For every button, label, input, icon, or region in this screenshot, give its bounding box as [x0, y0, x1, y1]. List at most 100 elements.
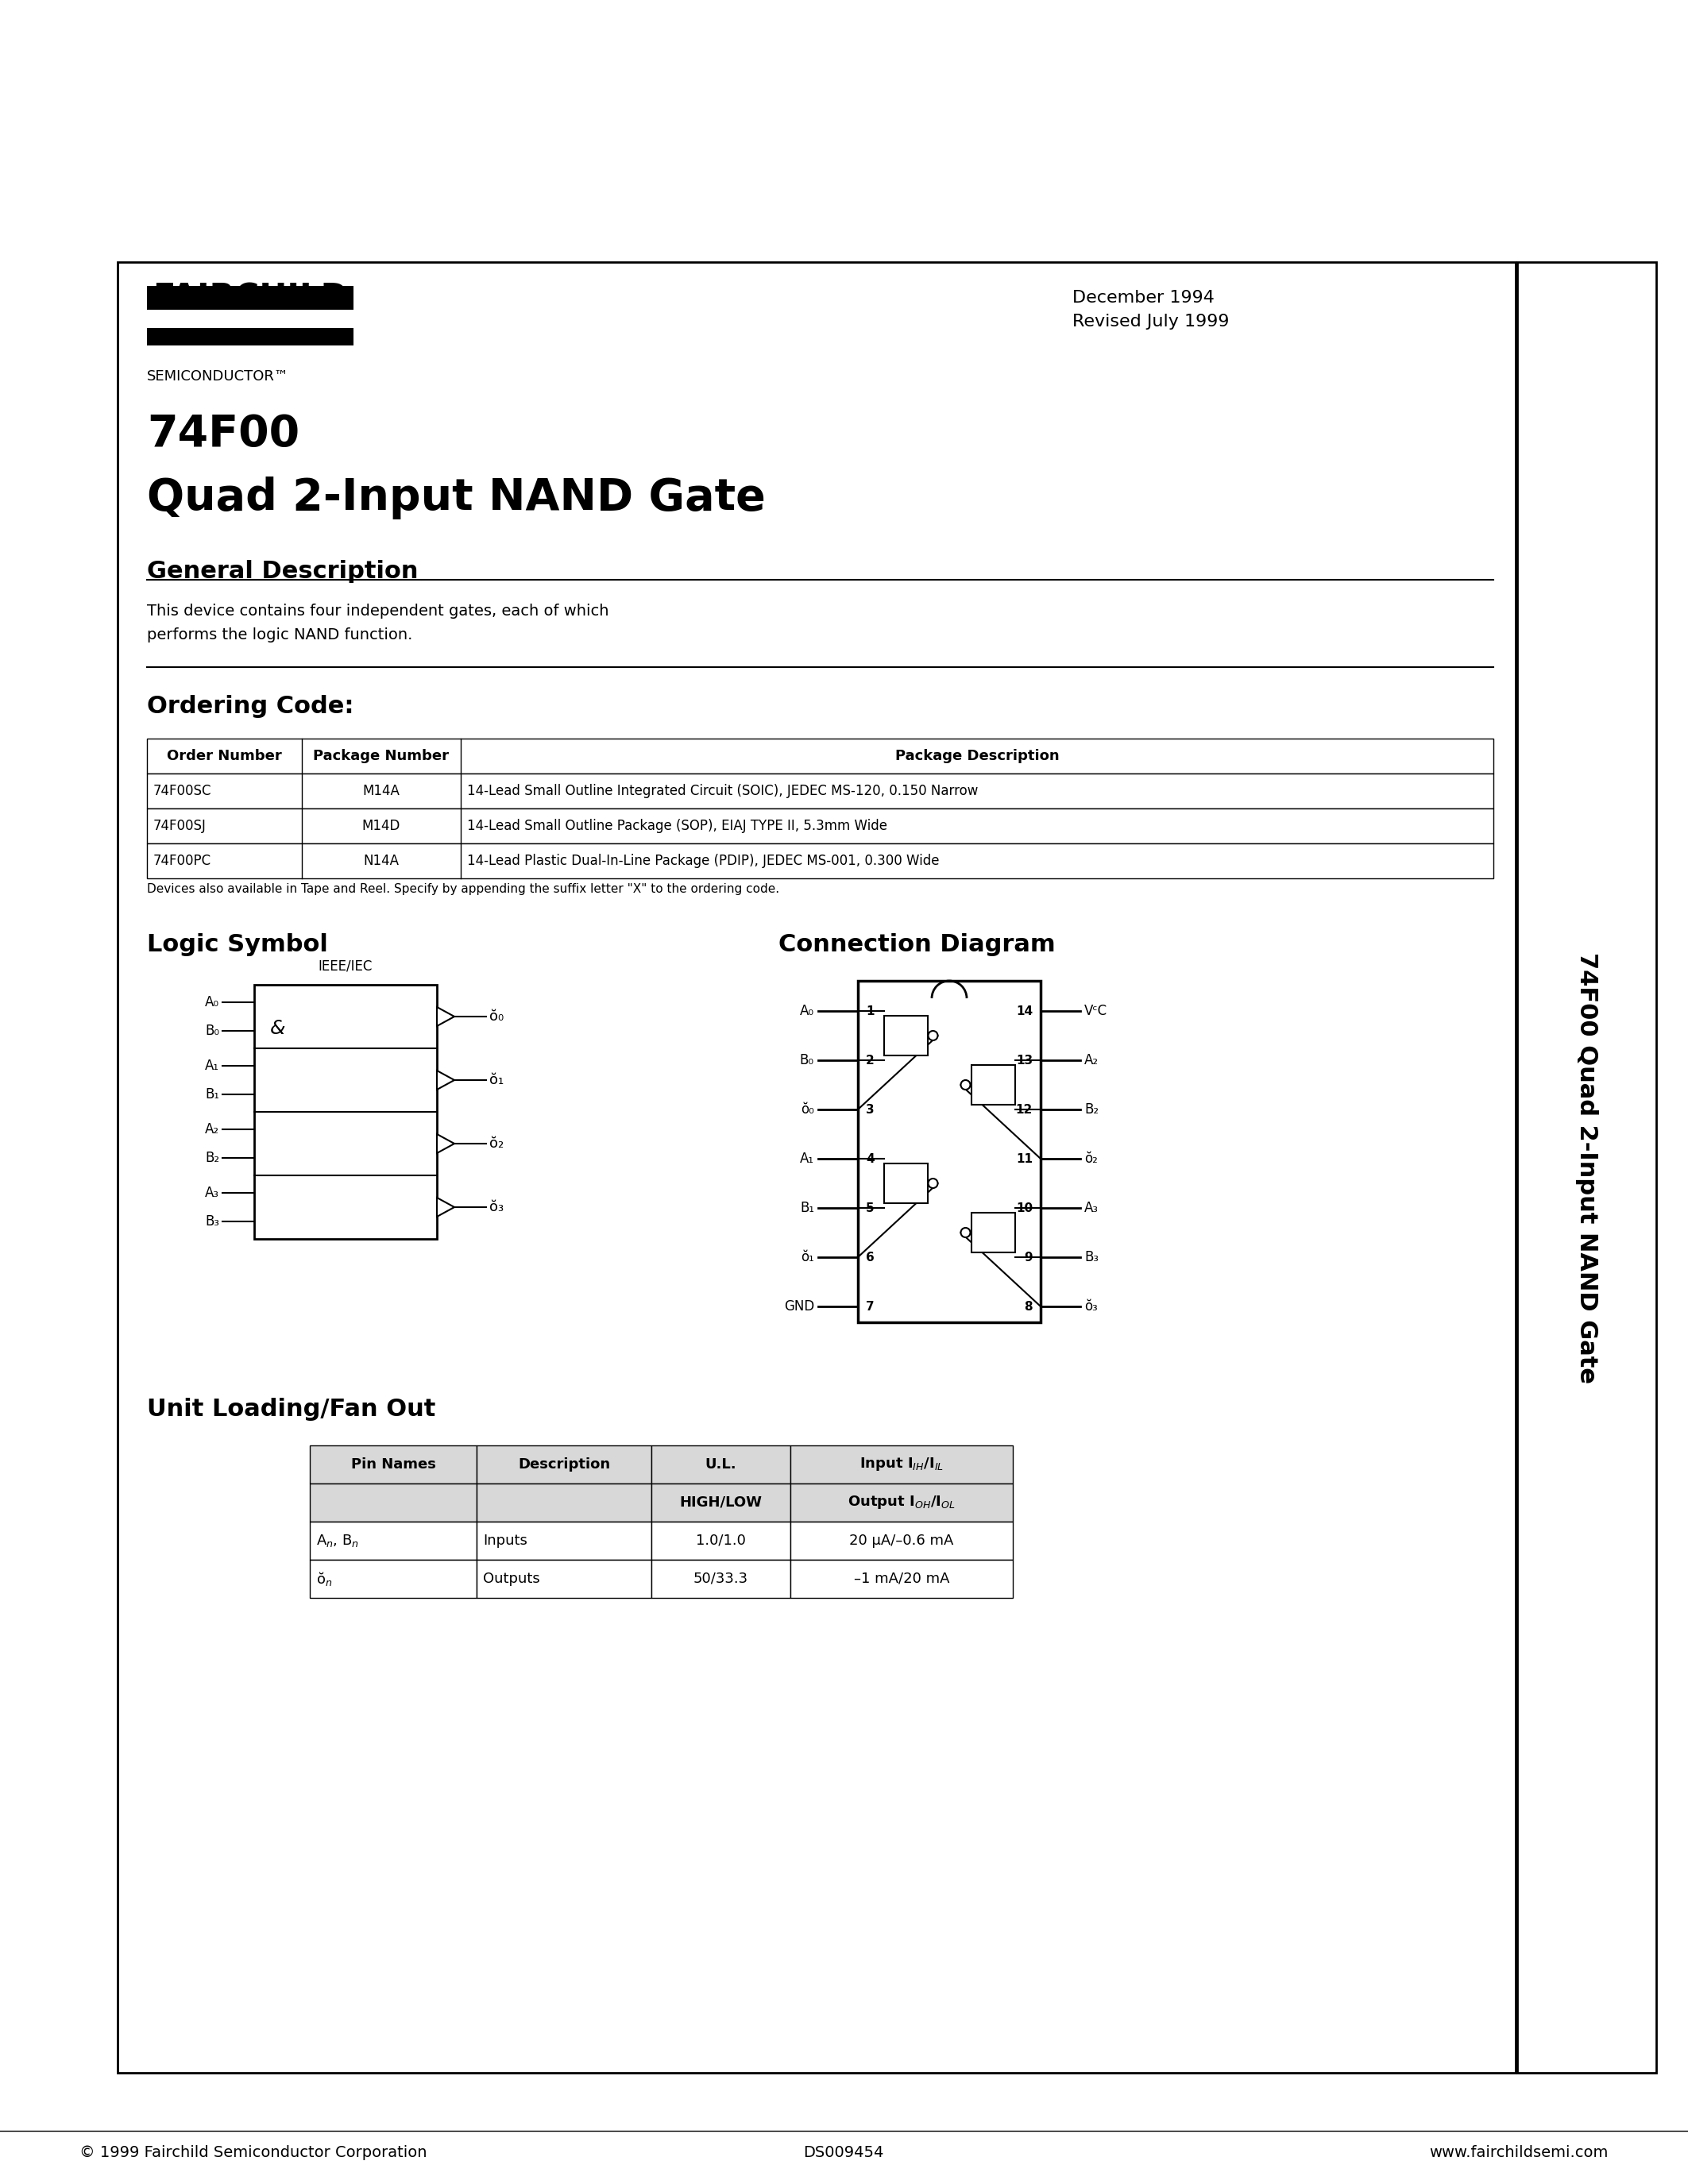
Polygon shape — [437, 1007, 454, 1026]
Text: 10: 10 — [1016, 1201, 1033, 1214]
Bar — [971, 1066, 1014, 1105]
Text: 7: 7 — [866, 1299, 874, 1313]
Text: 74F00: 74F00 — [147, 413, 299, 456]
Text: 74F00SC: 74F00SC — [154, 784, 211, 797]
Text: A₂: A₂ — [204, 1123, 219, 1138]
Circle shape — [928, 1179, 939, 1188]
Text: ŏ₂: ŏ₂ — [1084, 1151, 1097, 1166]
Text: 6: 6 — [866, 1251, 874, 1262]
Text: GND: GND — [783, 1299, 814, 1313]
Bar — [147, 773, 1494, 808]
Bar — [652, 1522, 790, 1559]
Polygon shape — [437, 1133, 454, 1153]
Bar — [147, 843, 1494, 878]
Text: B₁: B₁ — [800, 1201, 814, 1214]
Bar — [476, 1446, 652, 1483]
Text: A₀: A₀ — [204, 996, 219, 1009]
Text: 74F00 Quad 2-Input NAND Gate: 74F00 Quad 2-Input NAND Gate — [1575, 952, 1599, 1382]
Bar — [652, 1483, 790, 1522]
Text: Order Number: Order Number — [167, 749, 282, 762]
Text: A₃: A₃ — [1084, 1201, 1099, 1214]
Text: M14D: M14D — [361, 819, 400, 832]
Bar — [476, 1483, 652, 1522]
Text: 3: 3 — [866, 1103, 874, 1116]
Text: &: & — [270, 1020, 285, 1037]
Text: Connection Diagram: Connection Diagram — [778, 933, 1055, 957]
Bar — [790, 1483, 1013, 1522]
Text: 1: 1 — [866, 1005, 874, 1018]
Text: A₀: A₀ — [800, 1005, 814, 1018]
Text: 5: 5 — [866, 1201, 874, 1214]
Circle shape — [928, 1031, 939, 1040]
Bar — [147, 286, 353, 310]
Text: Ordering Code:: Ordering Code: — [147, 695, 354, 719]
Circle shape — [960, 1081, 971, 1090]
Text: 74F00SJ: 74F00SJ — [154, 819, 206, 832]
Text: A₂: A₂ — [1084, 1053, 1099, 1068]
Text: B₀: B₀ — [800, 1053, 814, 1068]
Text: www.fairchildsemi.com: www.fairchildsemi.com — [1430, 2145, 1609, 2160]
Bar — [790, 1446, 1013, 1483]
Text: 4: 4 — [866, 1153, 874, 1164]
Text: Revised July 1999: Revised July 1999 — [1072, 314, 1229, 330]
Text: VᶜC: VᶜC — [1084, 1005, 1107, 1018]
Bar — [118, 262, 1516, 2073]
Text: DS009454: DS009454 — [803, 2145, 885, 2160]
Text: 8: 8 — [1025, 1299, 1033, 1313]
Text: 9: 9 — [1025, 1251, 1033, 1262]
Text: Logic Symbol: Logic Symbol — [147, 933, 327, 957]
Text: HIGH/LOW: HIGH/LOW — [680, 1496, 763, 1509]
Text: 14-Lead Small Outline Package (SOP), EIAJ TYPE II, 5.3mm Wide: 14-Lead Small Outline Package (SOP), EIA… — [468, 819, 888, 832]
Bar — [476, 1522, 652, 1559]
Text: ŏ₁: ŏ₁ — [800, 1249, 814, 1265]
Text: Devices also available in Tape and Reel. Specify by appending the suffix letter : Devices also available in Tape and Reel.… — [147, 882, 780, 895]
Bar — [311, 1522, 476, 1559]
Bar — [311, 1446, 476, 1483]
Text: 14-Lead Plastic Dual-In-Line Package (PDIP), JEDEC MS-001, 0.300 Wide: 14-Lead Plastic Dual-In-Line Package (PD… — [468, 854, 939, 867]
Text: Pin Names: Pin Names — [351, 1457, 436, 1472]
Text: 20 μA/–0.6 mA: 20 μA/–0.6 mA — [849, 1533, 954, 1548]
Bar — [971, 1212, 1014, 1251]
Polygon shape — [437, 1197, 454, 1216]
Text: Input I$_{IH}$/I$_{IL}$: Input I$_{IH}$/I$_{IL}$ — [859, 1457, 944, 1472]
Text: ŏ₀: ŏ₀ — [800, 1103, 814, 1116]
Text: B₁: B₁ — [204, 1088, 219, 1101]
Text: B₂: B₂ — [204, 1151, 219, 1164]
Text: B₃: B₃ — [1084, 1249, 1099, 1265]
Polygon shape — [437, 1070, 454, 1090]
Text: Unit Loading/Fan Out: Unit Loading/Fan Out — [147, 1398, 436, 1422]
Text: Description: Description — [518, 1457, 609, 1472]
Text: Outputs: Outputs — [483, 1572, 540, 1586]
Text: 11: 11 — [1016, 1153, 1033, 1164]
Text: ŏ₂: ŏ₂ — [490, 1136, 503, 1151]
Text: A₃: A₃ — [204, 1186, 219, 1201]
Text: –1 mA/20 mA: –1 mA/20 mA — [854, 1572, 949, 1586]
Text: Inputs: Inputs — [483, 1533, 527, 1548]
Text: A$_n$, B$_n$: A$_n$, B$_n$ — [316, 1533, 360, 1548]
Bar — [790, 1559, 1013, 1599]
Text: N14A: N14A — [363, 854, 398, 867]
Bar — [858, 981, 1040, 1321]
Circle shape — [960, 1227, 971, 1238]
Text: Package Number: Package Number — [314, 749, 449, 762]
Text: 2: 2 — [866, 1055, 874, 1066]
Bar — [1518, 262, 1656, 2073]
Bar — [885, 1016, 927, 1055]
Text: 14: 14 — [1016, 1005, 1033, 1018]
Text: 1.0/1.0: 1.0/1.0 — [695, 1533, 746, 1548]
Text: B₂: B₂ — [1084, 1103, 1099, 1116]
Text: December 1994: December 1994 — [1072, 290, 1214, 306]
Text: A₁: A₁ — [800, 1151, 814, 1166]
Text: M14A: M14A — [363, 784, 400, 797]
Bar — [147, 328, 353, 345]
Text: This device contains four independent gates, each of which: This device contains four independent ga… — [147, 603, 609, 618]
Text: Package Description: Package Description — [895, 749, 1058, 762]
Text: performs the logic NAND function.: performs the logic NAND function. — [147, 627, 412, 642]
Bar — [652, 1559, 790, 1599]
Text: FAIRCHILD: FAIRCHILD — [152, 282, 348, 314]
Text: U.L.: U.L. — [706, 1457, 736, 1472]
Text: SEMICONDUCTOR™: SEMICONDUCTOR™ — [147, 369, 289, 384]
Bar — [790, 1522, 1013, 1559]
Text: 74F00PC: 74F00PC — [154, 854, 211, 867]
Text: General Description: General Description — [147, 559, 419, 583]
